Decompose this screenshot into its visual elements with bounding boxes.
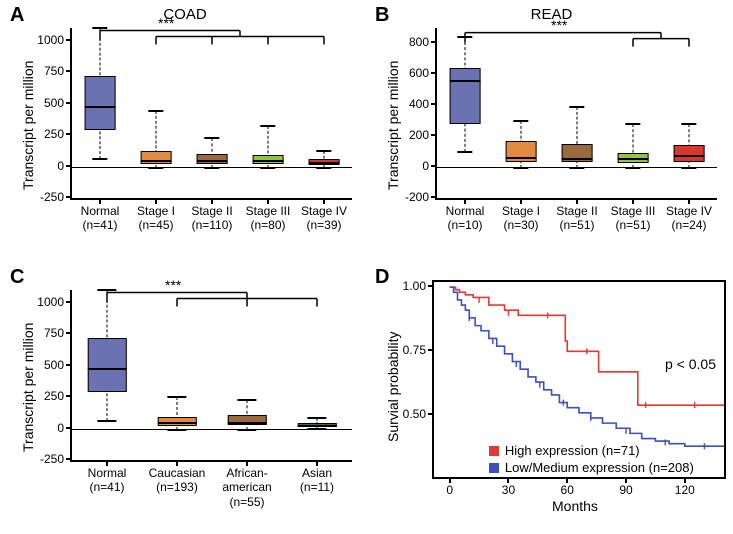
panel-D-ylabel: Survial probability [385, 332, 401, 443]
category-label: Normal(n=41) [72, 198, 128, 233]
panel-A-plot: -25002505007501000Normal(n=41)Stage I(n=… [70, 28, 352, 200]
panel-B-plot: -2000200400600800Normal(n=10)Stage I(n=3… [435, 28, 717, 200]
category-label: Stage I(n=45) [128, 198, 184, 233]
panel-D-label: D [375, 266, 389, 289]
panel-B-ylabel: Transcript per million [385, 61, 401, 190]
panel-C: C Transcript per million -25002505007501… [0, 262, 370, 534]
category-label: African-american(n=55) [212, 460, 282, 509]
category-label: Normal(n=10) [437, 198, 493, 233]
panel-C-label: C [10, 266, 24, 289]
figure: A COAD Transcript per million -250025050… [0, 0, 733, 534]
category-label: Stage II(n=110) [184, 198, 240, 233]
panel-C-plot: -25002505007501000Normal(n=41)Caucasian(… [70, 290, 352, 462]
category-label: Stage II(n=51) [549, 198, 605, 233]
category-label: Stage IV(n=39) [296, 198, 352, 233]
panel-A: A COAD Transcript per million -250025050… [0, 0, 370, 255]
panel-D-plot: 0.500.751.000306090120p < 0.05High expre… [432, 280, 726, 479]
legend: High expression (n=71) Low/Medium express… [489, 441, 694, 475]
legend-item: High expression (n=71) [489, 443, 694, 458]
category-label: Caucasian(n=193) [142, 460, 212, 495]
panel-D-xlabel: Months [552, 498, 598, 514]
panel-D: D Survial probability 0.500.751.00030609… [370, 262, 733, 534]
legend-item: Low/Medium expression (n=208) [489, 460, 694, 475]
p-value-text: p < 0.05 [665, 356, 716, 372]
panel-A-title: COAD [0, 6, 370, 23]
category-label: Asian(n=11) [282, 460, 352, 495]
category-label: Stage IV(n=24) [661, 198, 717, 233]
category-label: Normal(n=41) [72, 460, 142, 495]
panel-C-ylabel: Transcript per million [20, 323, 36, 452]
panel-B-title: READ [370, 6, 733, 23]
category-label: Stage III(n=80) [240, 198, 296, 233]
category-label: Stage I(n=30) [493, 198, 549, 233]
panel-B: B READ Transcript per million -200020040… [370, 0, 733, 255]
category-label: Stage III(n=51) [605, 198, 661, 233]
panel-A-ylabel: Transcript per million [20, 61, 36, 190]
